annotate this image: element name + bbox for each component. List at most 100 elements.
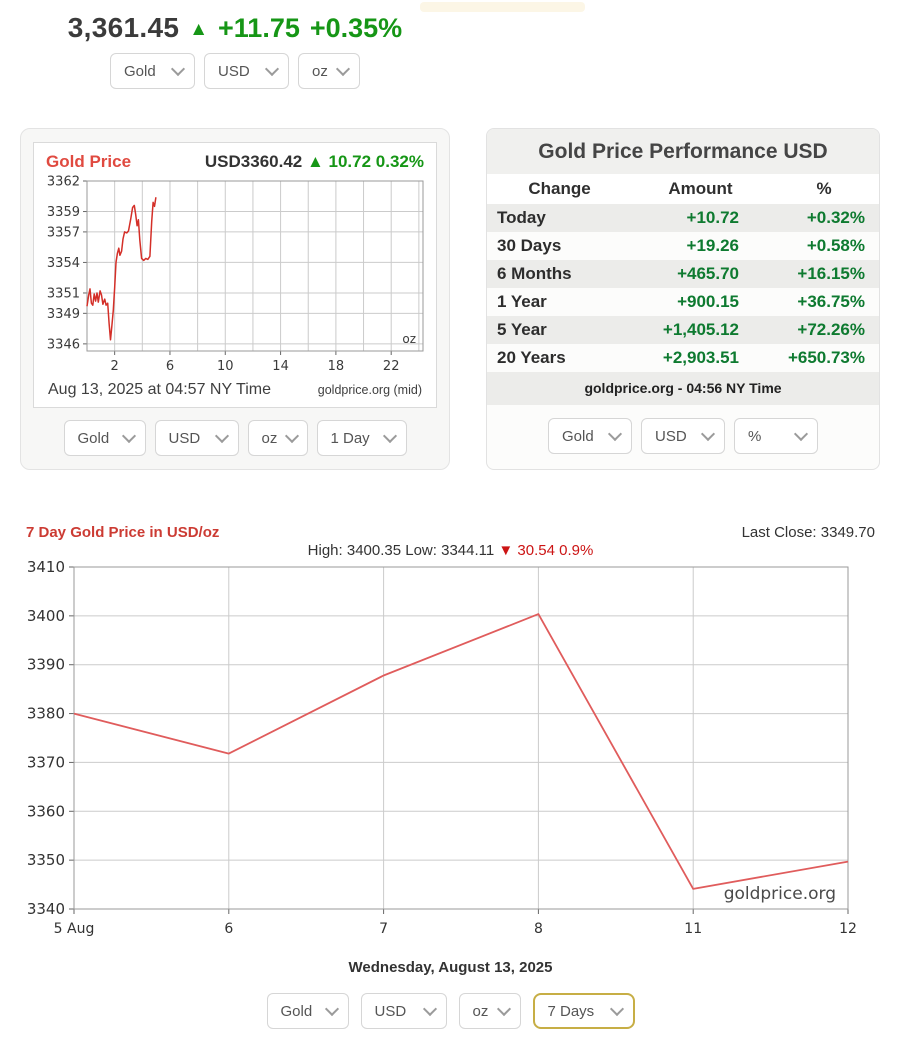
select-value: USD: [374, 1002, 407, 1020]
svg-text:3400: 3400: [27, 607, 65, 625]
gold-price-widget-panel: Gold Price USD3360.42 ▲ 10.72 0.32% 3346…: [20, 128, 450, 470]
currency-select[interactable]: USD: [360, 993, 447, 1029]
select-value: Gold: [280, 1002, 313, 1020]
chevron-down-icon: [335, 61, 351, 76]
mini-chart-card: Gold Price USD3360.42 ▲ 10.72 0.32% 3346…: [33, 142, 437, 408]
top-banner-remnant: [420, 2, 585, 12]
table-row: 1 Year +900.15 +36.75%: [487, 288, 879, 316]
column-header-percent: %: [769, 174, 879, 204]
svg-text:11: 11: [684, 921, 702, 937]
mini-chart-title: Gold Price: [46, 152, 132, 171]
performance-title: Gold Price Performance USD: [487, 129, 879, 174]
row-label: 20 Years: [497, 348, 566, 367]
svg-text:8: 8: [534, 921, 543, 937]
high-low-row: High: 3400.35 Low: 3344.11 ▼ 30.54 0.9%: [0, 542, 901, 559]
svg-text:3351: 3351: [47, 286, 80, 301]
svg-text:3410: 3410: [27, 559, 65, 576]
chevron-down-icon: [496, 1001, 511, 1016]
chevron-down-icon: [607, 426, 623, 441]
svg-text:3360: 3360: [27, 802, 65, 820]
svg-text:3362: 3362: [47, 175, 80, 190]
currency-select[interactable]: USD: [641, 418, 725, 454]
chevron-down-icon: [422, 1001, 437, 1016]
seven-day-selector-row: Gold USD oz 7 Days: [0, 993, 901, 1029]
row-percent: +0.32%: [806, 208, 865, 227]
mini-chart-header: Gold Price USD3360.42 ▲ 10.72 0.32%: [39, 150, 431, 175]
daily-drop-label: ▼ 30.54 0.9%: [498, 542, 594, 559]
row-label: 1 Year: [497, 292, 547, 311]
row-label: Today: [497, 208, 546, 227]
row-label: 5 Year: [497, 320, 547, 339]
svg-text:6: 6: [224, 921, 233, 937]
row-percent: +0.58%: [806, 236, 865, 255]
metal-select[interactable]: Gold: [63, 420, 146, 456]
currency-select[interactable]: USD: [204, 53, 289, 89]
performance-footer: goldprice.org - 04:56 NY Time: [487, 372, 879, 405]
row-label: 30 Days: [497, 236, 562, 255]
svg-text:3346: 3346: [47, 337, 80, 352]
currency-select[interactable]: USD: [154, 420, 239, 456]
table-row: 6 Months +465.70 +16.15%: [487, 260, 879, 288]
seven-day-chart-title: 7 Day Gold Price in USD/oz: [26, 524, 220, 541]
seven-day-chart-svg: 3340 3350 3360 3370 3380 3390 3400 3410 5 Aug 6 7 8…: [27, 559, 857, 937]
row-percent: +16.15%: [797, 264, 865, 283]
svg-text:goldprice.org: goldprice.org: [724, 884, 836, 904]
spot-price-row: 3,361.45 ▲ +11.75 +0.35%: [20, 12, 450, 44]
select-value: %: [748, 427, 762, 445]
period-select[interactable]: 1 Day: [316, 420, 407, 456]
select-value: Gold: [562, 427, 594, 445]
unit-select[interactable]: oz: [247, 420, 308, 456]
chevron-down-icon: [324, 1001, 339, 1016]
unit-select[interactable]: oz: [458, 993, 521, 1029]
select-value: Gold: [124, 62, 156, 80]
column-header-change: Change: [487, 174, 632, 204]
spot-change-percent: +0.35%: [309, 13, 403, 43]
spot-change-amount: +11.75: [218, 13, 300, 43]
select-value: oz: [472, 1002, 489, 1020]
svg-text:oz: oz: [402, 332, 416, 346]
up-arrow-icon: ▲: [189, 19, 209, 40]
period-select[interactable]: 7 Days: [532, 993, 635, 1029]
svg-text:6: 6: [166, 359, 174, 374]
svg-text:3340: 3340: [27, 900, 65, 918]
select-value: oz: [261, 429, 278, 447]
chart-date-caption: Wednesday, August 13, 2025: [348, 959, 553, 976]
table-row: 20 Years +2,903.51 +650.73%: [487, 344, 879, 372]
column-header-amount: Amount: [632, 174, 769, 204]
display-mode-select[interactable]: %: [734, 418, 818, 454]
row-percent: +36.75%: [797, 292, 865, 311]
seven-day-chart-header: 7 Day Gold Price in USD/oz Last Close: 3…: [0, 524, 901, 541]
row-amount: +19.26: [686, 236, 739, 255]
performance-header-row: Change Amount %: [487, 174, 879, 204]
metal-select[interactable]: Gold: [548, 418, 632, 454]
table-row: Today +10.72 +0.32%: [487, 204, 879, 232]
mini-quote-price: USD3360.42: [204, 152, 303, 171]
row-amount: +1,405.12: [662, 320, 739, 339]
svg-text:3359: 3359: [47, 205, 80, 220]
svg-text:3380: 3380: [27, 705, 65, 723]
mini-selector-row: Gold USD oz 1 Day: [21, 420, 449, 456]
performance-panel: Gold Price Performance USD Change Amount…: [486, 128, 880, 470]
svg-text:18: 18: [328, 359, 345, 374]
unit-select[interactable]: oz: [298, 53, 360, 89]
chevron-down-icon: [700, 426, 716, 441]
svg-text:7: 7: [379, 921, 388, 937]
table-row: 5 Year +1,405.12 +72.26%: [487, 316, 879, 344]
mini-chart-caption-row: Aug 13, 2025 at 04:57 NY Time goldprice.…: [39, 380, 431, 399]
metal-select[interactable]: Gold: [110, 53, 195, 89]
svg-text:3370: 3370: [27, 753, 65, 771]
last-close-label: Last Close: 3349.70: [741, 524, 875, 541]
select-value: oz: [312, 62, 328, 80]
chevron-down-icon: [214, 428, 229, 443]
svg-text:2: 2: [111, 359, 119, 374]
mini-chart-timestamp: Aug 13, 2025 at 04:57 NY Time: [48, 381, 271, 398]
chevron-down-icon: [793, 426, 809, 441]
chevron-down-icon: [609, 1001, 624, 1016]
select-value: USD: [168, 429, 201, 447]
svg-text:3349: 3349: [47, 307, 80, 322]
row-amount: +900.15: [677, 292, 739, 311]
seven-day-chart-section: 7 Day Gold Price in USD/oz Last Close: 3…: [0, 524, 901, 1029]
metal-select[interactable]: Gold: [266, 993, 349, 1029]
row-percent: +650.73%: [787, 348, 865, 367]
